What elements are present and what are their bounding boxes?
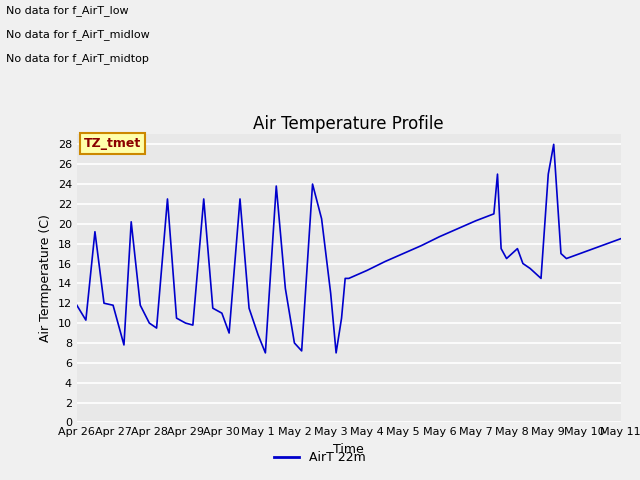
Text: No data for f_AirT_midlow: No data for f_AirT_midlow: [6, 29, 150, 40]
X-axis label: Time: Time: [333, 443, 364, 456]
Text: No data for f_AirT_low: No data for f_AirT_low: [6, 5, 129, 16]
Title: Air Temperature Profile: Air Temperature Profile: [253, 115, 444, 133]
Y-axis label: Air Termperature (C): Air Termperature (C): [39, 215, 52, 342]
Legend: AirT 22m: AirT 22m: [269, 446, 371, 469]
Text: No data for f_AirT_midtop: No data for f_AirT_midtop: [6, 53, 149, 64]
Text: TZ_tmet: TZ_tmet: [84, 137, 141, 150]
